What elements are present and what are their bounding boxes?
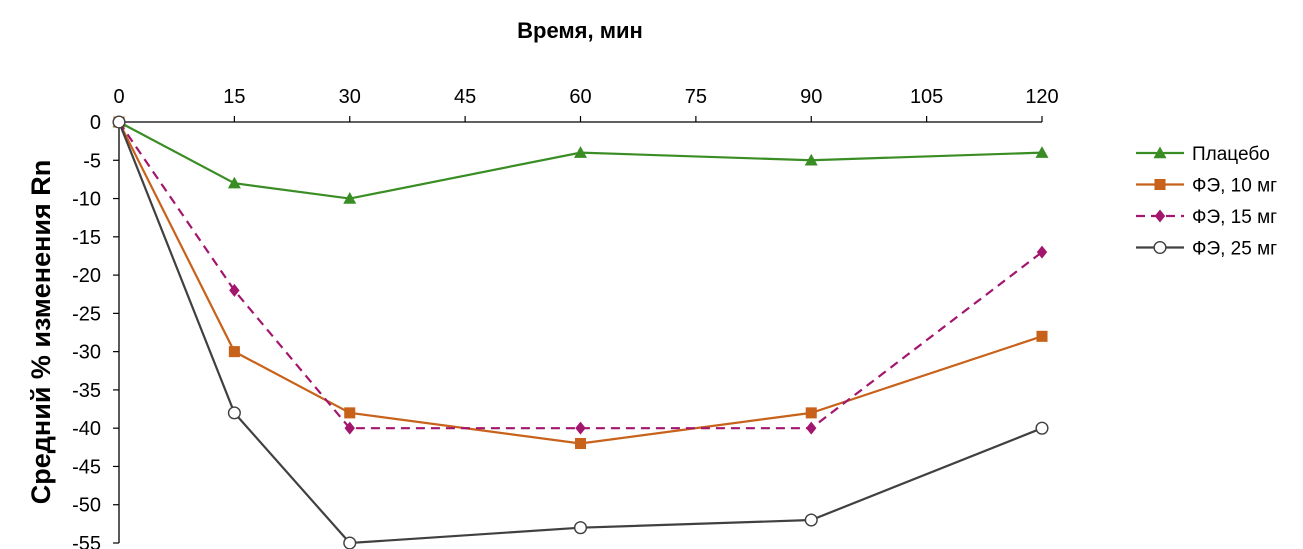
x-tick-label: 45 [454, 86, 476, 108]
x-tick-label: 120 [1025, 86, 1058, 108]
series-line [118, 121, 1043, 200]
data-point-square [805, 407, 817, 419]
data-point-circle [573, 521, 588, 535]
legend-item: ФЭ, 10 мг [1136, 176, 1277, 197]
y-tick-label: 0 [90, 112, 101, 134]
data-point-circle [804, 513, 818, 527]
data-point-diamond [344, 421, 355, 435]
data-point-circle [227, 406, 241, 420]
axes: 0 15 30 45 60 75 90 105 120 0 -5 -10 -15 -20 -25 -30 -35… [72, 86, 1059, 549]
x-axis-title: Время, мин [517, 18, 643, 43]
data-point-diamond [1036, 245, 1048, 259]
x-tick-label: 90 [800, 86, 822, 108]
x-tick-label: 75 [685, 86, 707, 108]
data-point-square [1154, 178, 1166, 191]
y-tick-label: -5 [83, 150, 101, 172]
series-layer [112, 115, 1049, 549]
y-tick-label: -15 [72, 227, 101, 249]
x-tick-label: 105 [910, 86, 943, 108]
legend-label: Плацебо [1192, 144, 1270, 165]
series-3 [113, 115, 1048, 435]
legend-item: ФЭ, 15 мг [1136, 207, 1277, 228]
y-axis-title: Средний % изменения Rn [26, 160, 56, 504]
legend-label: ФЭ, 15 мг [1192, 207, 1277, 228]
data-point-square [344, 407, 356, 419]
data-point-diamond [229, 283, 240, 297]
data-point-triangle [1035, 146, 1049, 158]
series-line [117, 121, 1043, 545]
data-point-circle [1153, 240, 1167, 255]
legend-label: ФЭ, 10 мг [1192, 176, 1277, 197]
series-1 [112, 115, 1049, 204]
y-tick-label: -35 [72, 380, 101, 402]
data-point-diamond [575, 421, 586, 435]
data-point-triangle [574, 146, 587, 158]
series-line [118, 121, 1043, 445]
x-tick-label: 30 [339, 86, 361, 108]
y-tick-label: -20 [72, 265, 101, 287]
series-4 [112, 115, 1049, 549]
data-point-triangle [227, 176, 241, 189]
data-point-triangle [804, 153, 818, 166]
data-point-triangle [1153, 146, 1167, 159]
legend-item: ФЭ, 25 мг [1136, 239, 1277, 260]
x-tick-label: 60 [569, 86, 591, 108]
data-point-square [1036, 330, 1048, 342]
y-tick-label: -45 [72, 456, 101, 478]
y-tick-label: -40 [72, 418, 101, 440]
series-line [118, 121, 1043, 430]
y-tick-label: -30 [72, 342, 101, 364]
y-tick-label: -25 [72, 303, 101, 325]
legend-item: Плацебо [1136, 144, 1270, 165]
data-point-circle [112, 115, 126, 129]
data-point-circle [1035, 421, 1049, 435]
y-tick-label: -50 [72, 495, 101, 517]
x-tick-label: 15 [223, 86, 245, 108]
data-point-triangle [343, 192, 357, 204]
data-point-diamond [1154, 209, 1166, 223]
series-2 [113, 116, 1048, 450]
x-tick-label: 0 [113, 86, 124, 108]
y-tick-label: -10 [72, 189, 101, 211]
y-tick-label: -55 [72, 533, 101, 549]
legend-label: ФЭ, 25 мг [1192, 239, 1277, 260]
data-point-circle [343, 536, 357, 549]
data-point-square [228, 346, 240, 358]
data-point-diamond [806, 421, 817, 435]
legend: Плацебо ФЭ, 10 мг ФЭ, 15 мг ФЭ, 25 мг [1136, 144, 1277, 260]
data-point-square [574, 437, 587, 450]
